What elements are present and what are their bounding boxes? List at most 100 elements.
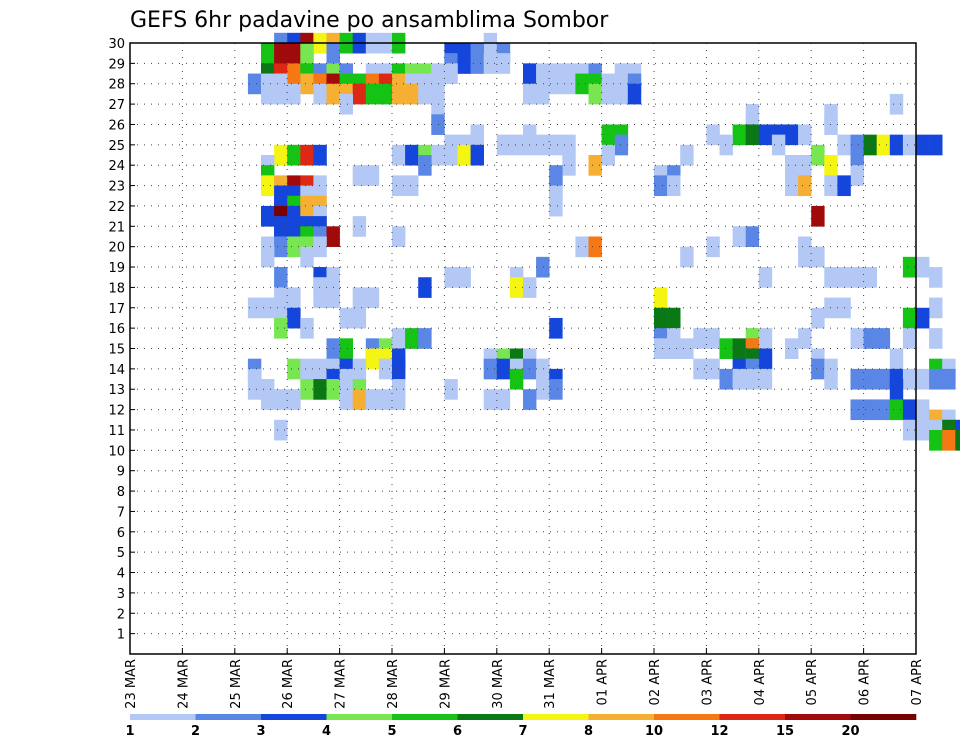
- colorbar-swatch: [130, 714, 196, 720]
- heatmap-cell: [929, 368, 943, 390]
- heatmap-cell: [902, 256, 917, 278]
- heatmap-cell: [876, 134, 891, 156]
- heatmap-cell: [824, 267, 838, 288]
- y-tick-label: 5: [117, 546, 125, 561]
- heatmap-cell: [549, 73, 563, 95]
- heatmap-cell: [365, 389, 380, 410]
- heatmap-cell: [850, 165, 864, 186]
- y-tick-label: 1: [117, 628, 125, 643]
- colorbar-label: 4: [322, 724, 331, 739]
- heatmap-cell: [614, 83, 629, 105]
- heatmap-cell: [392, 144, 406, 166]
- colorbar-swatch: [195, 714, 262, 720]
- heatmap-cell: [549, 134, 563, 156]
- heatmap-cell: [889, 379, 904, 400]
- colorbar-swatch: [588, 714, 655, 720]
- heatmap-cell: [902, 134, 917, 156]
- heatmap-cells: [247, 32, 960, 451]
- heatmap-cell: [811, 205, 825, 227]
- colorbar-label: 7: [518, 724, 527, 739]
- heatmap-cell: [536, 83, 550, 105]
- heatmap-cell: [444, 379, 458, 400]
- heatmap-cell: [352, 307, 367, 329]
- heatmap-cell: [365, 83, 380, 105]
- heatmap-cell: [509, 368, 524, 390]
- heatmap-cell: [732, 124, 746, 146]
- heatmap-cell: [654, 307, 668, 329]
- heatmap-cell: [929, 297, 943, 319]
- heatmap-cell: [601, 83, 615, 105]
- heatmap-cell: [392, 175, 406, 197]
- heatmap-cell: [549, 317, 563, 339]
- heatmap-cell: [261, 389, 275, 410]
- colorbar-swatch: [523, 714, 589, 720]
- heatmap-cell: [313, 287, 327, 309]
- heatmap-cell: [287, 236, 301, 258]
- heatmap-cell: [745, 124, 760, 146]
- y-tick-label: 23: [108, 180, 125, 195]
- heatmap-cell: [326, 287, 340, 309]
- y-tick-label: 19: [108, 261, 125, 276]
- heatmap-cell: [798, 328, 812, 349]
- heatmap-cell: [588, 236, 602, 258]
- heatmap-cell: [588, 83, 602, 105]
- heatmap-cell: [352, 216, 367, 237]
- heatmap-cell: [785, 175, 799, 197]
- heatmap-cell: [431, 63, 445, 85]
- heatmap-cell: [719, 134, 733, 156]
- x-tick-label: 02 APR: [648, 659, 663, 705]
- x-tick-label: 30 MAR: [491, 659, 506, 709]
- heatmap-cell: [457, 53, 471, 74]
- colorbar-label: 6: [453, 724, 462, 739]
- heatmap-cell: [614, 134, 629, 156]
- heatmap-cell: [470, 53, 484, 74]
- heatmap-cell: [326, 83, 340, 105]
- heatmap-cell: [536, 379, 550, 400]
- gridlines: [130, 42, 916, 654]
- heatmap-cell: [274, 236, 288, 258]
- colorbar-swatch: [457, 714, 524, 720]
- y-tick-label: 14: [108, 363, 125, 378]
- y-tick-label: 12: [108, 404, 125, 419]
- colorbar-swatch: [785, 714, 851, 720]
- x-tick-label: 07 APR: [910, 659, 925, 705]
- colorbar-swatch: [850, 714, 917, 720]
- heatmap-cell: [837, 267, 851, 288]
- heatmap-cell: [274, 317, 288, 339]
- heatmap-cell: [444, 144, 458, 166]
- heatmap-cell: [667, 338, 681, 359]
- x-tick-label: 24 MAR: [176, 659, 191, 709]
- heatmap-cell: [902, 328, 917, 349]
- heatmap-cell: [785, 338, 799, 359]
- x-axis: 23 MAR 24 MAR 25 MAR 26 MAR 27 MAR 28 MAR 29 M…: [124, 648, 925, 709]
- heatmap-cell: [942, 429, 956, 451]
- heatmap-cell: [300, 317, 314, 339]
- heatmap-cell: [247, 297, 262, 319]
- heatmap-cell: [902, 419, 917, 441]
- heatmap-cell: [287, 389, 301, 410]
- heatmap-cell: [785, 124, 799, 146]
- x-tick-label: 01 APR: [596, 659, 611, 705]
- y-tick-label: 3: [117, 587, 125, 602]
- heatmap-cell: [496, 134, 511, 156]
- heatmap-cell: [496, 53, 511, 74]
- heatmap-cell: [745, 368, 760, 390]
- heatmap-cell: [274, 83, 288, 105]
- heatmap-cell: [287, 63, 301, 85]
- heatmap-cell: [483, 53, 498, 74]
- heatmap-cell: [392, 358, 406, 380]
- y-tick-label: 8: [117, 485, 125, 500]
- y-tick-label: 7: [117, 505, 125, 520]
- heatmap-cell: [549, 379, 563, 400]
- heatmap-cell: [850, 134, 864, 156]
- heatmap-cell: [863, 134, 877, 156]
- heatmap-cell: [902, 307, 917, 329]
- y-tick-label: 21: [108, 220, 125, 235]
- x-tick-label: 26 MAR: [281, 659, 296, 709]
- heatmap-cell: [378, 83, 393, 105]
- colorbar-label: 20: [841, 724, 859, 739]
- colorbar-label: 10: [645, 724, 663, 739]
- heatmap-cell: [339, 389, 353, 410]
- x-tick-label: 25 MAR: [229, 659, 244, 709]
